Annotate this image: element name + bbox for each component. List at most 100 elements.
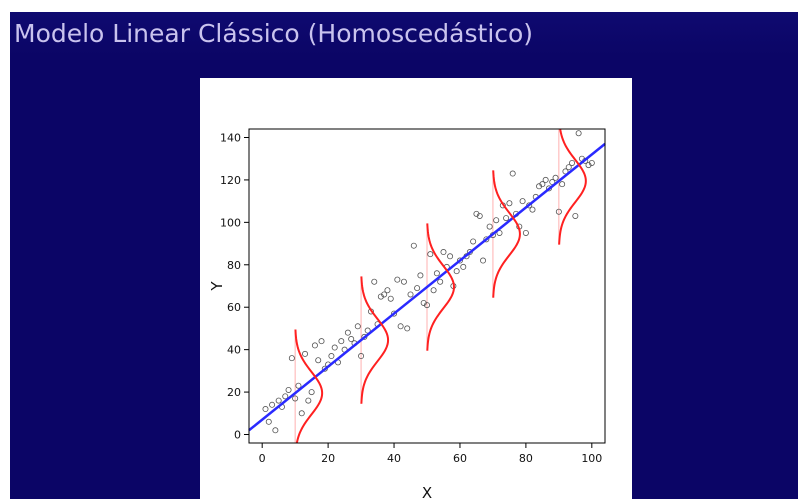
data-point [272, 427, 279, 434]
data-point [417, 272, 424, 279]
data-point [437, 278, 444, 285]
y-tick-label: 0 [234, 429, 241, 442]
data-point [315, 357, 322, 364]
slide-title: Modelo Linear Clássico (Homoscedástico) [14, 19, 534, 48]
data-point [295, 382, 302, 389]
data-point [433, 270, 440, 277]
data-point [562, 168, 569, 175]
data-point [447, 253, 454, 260]
data-point [588, 159, 595, 166]
data-point [536, 183, 543, 190]
data-point [542, 176, 549, 183]
y-tick-label: 80 [227, 259, 241, 272]
title-bar: Modelo Linear Clássico (Homoscedástico) [10, 12, 798, 56]
data-point [311, 342, 318, 349]
tick-group: 0 20 40 60 80 100 0 20 40 60 80 100 120 140 [220, 131, 602, 465]
scatter-chart: 0 20 40 60 80 100 0 20 40 60 80 100 120 140 X Y [208, 128, 606, 499]
normal-density-curve [492, 170, 521, 298]
x-tick-label: 100 [581, 452, 602, 465]
y-tick-label: 100 [220, 216, 241, 229]
data-point [348, 336, 355, 343]
data-point [371, 278, 378, 285]
x-tick-label: 40 [387, 452, 401, 465]
data-point [522, 229, 529, 236]
x-tick-label: 0 [259, 452, 266, 465]
data-point [308, 389, 315, 396]
data-point [394, 276, 401, 283]
data-point [559, 181, 566, 188]
data-point [483, 236, 490, 243]
data-point [391, 310, 398, 317]
data-point [404, 325, 411, 332]
data-point [288, 355, 295, 362]
data-point [275, 397, 282, 404]
data-point [410, 242, 417, 249]
y-tick-label: 120 [220, 174, 241, 187]
data-point [480, 257, 487, 264]
data-point [440, 249, 447, 256]
data-point [364, 327, 371, 334]
regression-line [248, 142, 606, 432]
data-point [519, 198, 526, 205]
data-point [331, 344, 338, 351]
plot-frame [248, 128, 606, 444]
data-point [302, 350, 309, 357]
data-point [384, 287, 391, 294]
data-point [555, 208, 562, 215]
data-point [269, 401, 276, 408]
data-point [476, 212, 483, 219]
data-point [572, 212, 579, 219]
data-point [377, 293, 384, 300]
data-point [565, 164, 572, 171]
data-point [430, 287, 437, 294]
data-point [509, 170, 516, 177]
data-point [354, 323, 361, 330]
data-point [575, 130, 582, 137]
normal-density-curve [558, 128, 587, 245]
data-point [265, 418, 272, 425]
x-tick-label: 20 [321, 452, 335, 465]
data-point-group [262, 130, 595, 434]
data-point [344, 329, 351, 336]
normal-density-curve [294, 329, 324, 444]
data-point [549, 179, 556, 186]
y-axis-label: Y [208, 281, 226, 292]
data-point [282, 393, 289, 400]
data-point [397, 323, 404, 330]
data-point [493, 217, 500, 224]
x-tick-label: 60 [453, 452, 467, 465]
x-tick-label: 80 [519, 452, 533, 465]
chart-figure: 0 20 40 60 80 100 0 20 40 60 80 100 120 140 X Y [200, 78, 632, 499]
data-point [400, 278, 407, 285]
data-point [318, 338, 325, 345]
y-tick-label: 20 [227, 386, 241, 399]
data-point [506, 200, 513, 207]
data-point [423, 302, 430, 309]
normal-density-curve [426, 223, 456, 351]
data-point [569, 159, 576, 166]
data-point [262, 406, 269, 413]
regression-line-group [248, 142, 606, 432]
data-point [496, 229, 503, 236]
y-tick-label: 140 [220, 131, 241, 144]
data-point [460, 263, 467, 270]
data-point [420, 299, 427, 306]
data-point [285, 386, 292, 393]
data-point [387, 295, 394, 302]
data-point [503, 215, 510, 222]
data-point [456, 257, 463, 264]
data-point [473, 210, 480, 217]
data-point [381, 291, 388, 298]
data-point [298, 410, 305, 417]
data-point [539, 181, 546, 188]
data-point [427, 251, 434, 258]
y-tick-label: 60 [227, 301, 241, 314]
data-point [414, 285, 421, 292]
data-point [529, 206, 536, 213]
data-point [585, 162, 592, 169]
data-point [486, 223, 493, 230]
data-point [453, 268, 460, 275]
x-axis-label: X [422, 484, 432, 499]
data-point [407, 291, 414, 298]
data-point [305, 397, 312, 404]
